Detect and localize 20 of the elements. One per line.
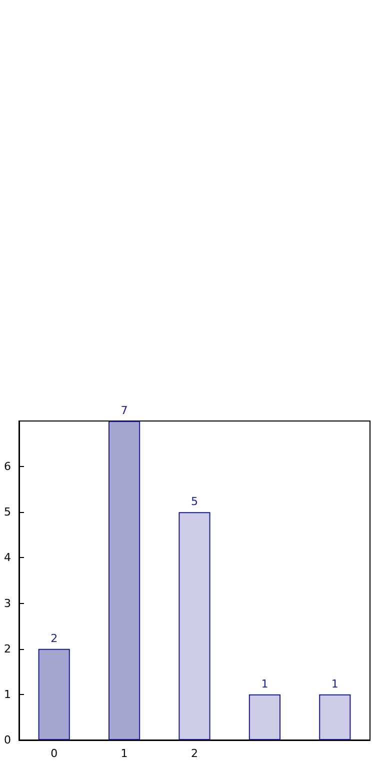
data-label: 5 (191, 495, 198, 508)
x-tick-label: 0 (50, 747, 58, 760)
bar (248, 694, 280, 740)
y-tick-label: 2 (4, 642, 11, 656)
data-label: 1 (261, 677, 268, 690)
y-tick-label: 4 (4, 551, 11, 564)
bar (319, 694, 351, 740)
data-label: 7 (120, 404, 128, 417)
data-label: 1 (331, 677, 338, 690)
bar (38, 648, 70, 740)
bar (108, 421, 140, 740)
bar (178, 512, 210, 740)
y-tick-label: 3 (4, 596, 11, 610)
data-label: 2 (50, 632, 58, 645)
y-tick-label: 1 (4, 688, 11, 701)
x-tick-label: 1 (120, 747, 128, 760)
y-tick-label: 0 (4, 734, 11, 746)
y-tick-label: 6 (4, 460, 11, 474)
x-tick-label: 2 (191, 747, 198, 760)
y-tick-label: 5 (4, 506, 11, 519)
